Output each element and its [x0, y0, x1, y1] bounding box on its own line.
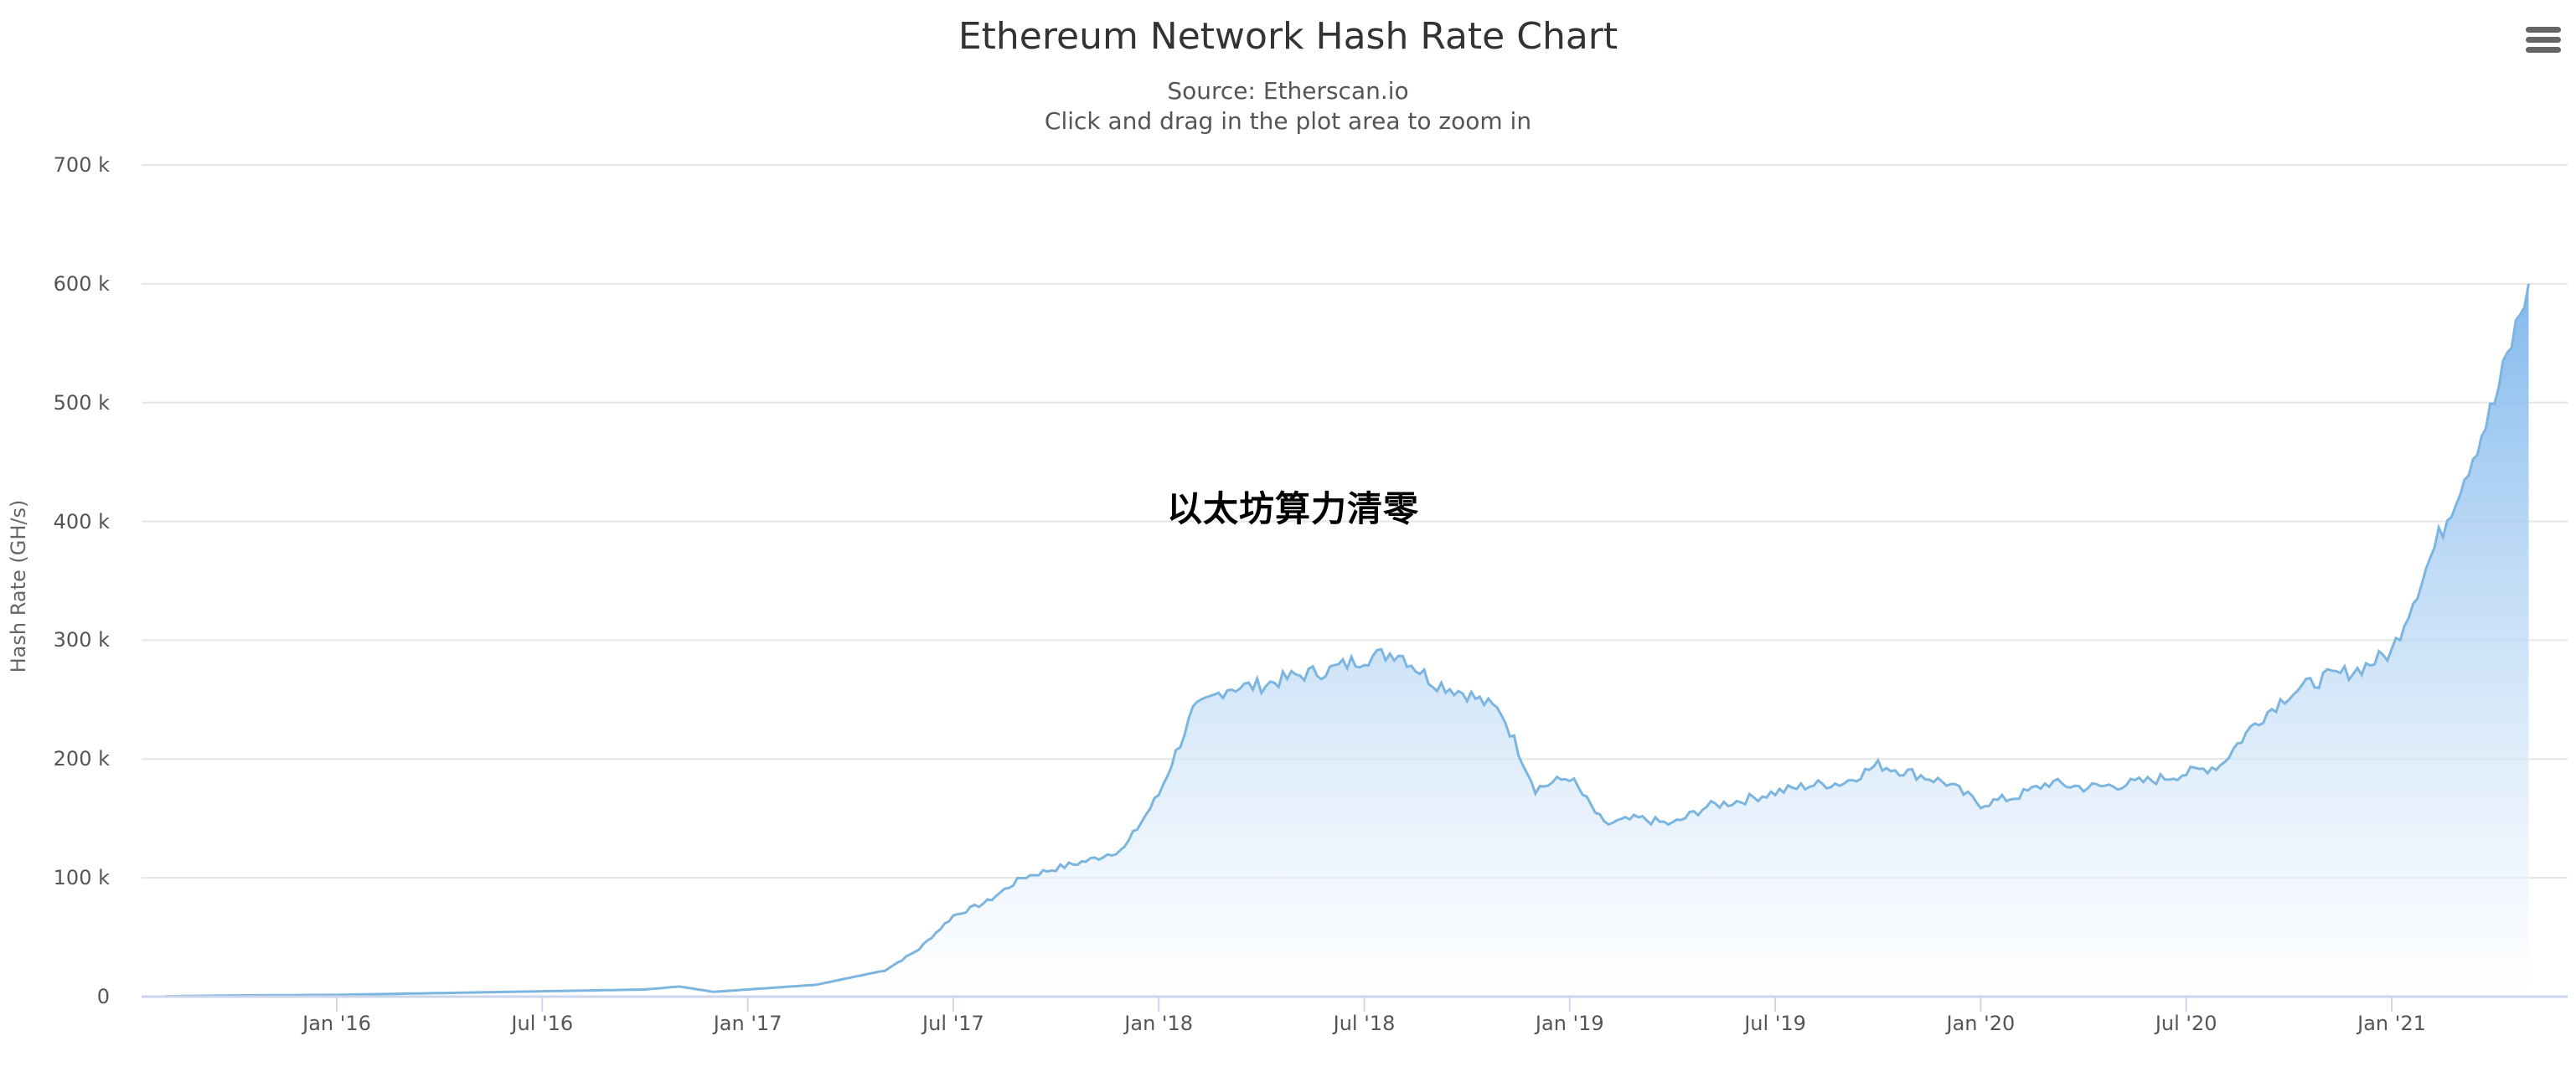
y-tick-label: 600 k — [53, 271, 110, 296]
x-tick-label: Jul '17 — [922, 1012, 984, 1035]
y-tick-label: 300 k — [53, 628, 110, 652]
chart-subtitle-source: Source: Etherscan.io — [1167, 77, 1409, 105]
y-tick-label: 0 — [96, 985, 110, 1008]
hash-rate-line — [165, 283, 2530, 998]
chart-subtitle-hint: Click and drag in the plot area to zoom … — [1044, 107, 1532, 135]
y-tick-label: 100 k — [53, 866, 110, 890]
x-tick-label: Jul '19 — [1744, 1012, 1806, 1035]
x-tick-label: Jul '20 — [2155, 1012, 2217, 1035]
hash-rate-area — [165, 283, 2529, 997]
overlay-annotation: 以太坊算力清零 — [1167, 488, 1420, 529]
x-tick-label: Jan '16 — [302, 1012, 371, 1035]
chart-title: Ethereum Network Hash Rate Chart — [958, 15, 1618, 58]
hamburger-menu-icon[interactable] — [2526, 27, 2561, 59]
x-tick-label: Jan '21 — [2357, 1012, 2426, 1035]
y-tick-label: 700 k — [53, 153, 110, 177]
x-tick-label: Jan '20 — [1946, 1012, 2016, 1035]
x-tick-label: Jan '17 — [713, 1012, 782, 1035]
x-tick-label: Jul '18 — [1333, 1012, 1396, 1035]
y-tick-label: 200 k — [53, 747, 110, 771]
x-tick-label: Jan '19 — [1535, 1012, 1604, 1035]
x-tick-label: Jul '16 — [511, 1012, 574, 1035]
y-tick-label: 400 k — [53, 509, 110, 533]
x-axis-ticks — [336, 997, 2393, 1012]
x-tick-label: Jan '18 — [1124, 1012, 1194, 1035]
y-tick-label: 500 k — [53, 390, 110, 415]
